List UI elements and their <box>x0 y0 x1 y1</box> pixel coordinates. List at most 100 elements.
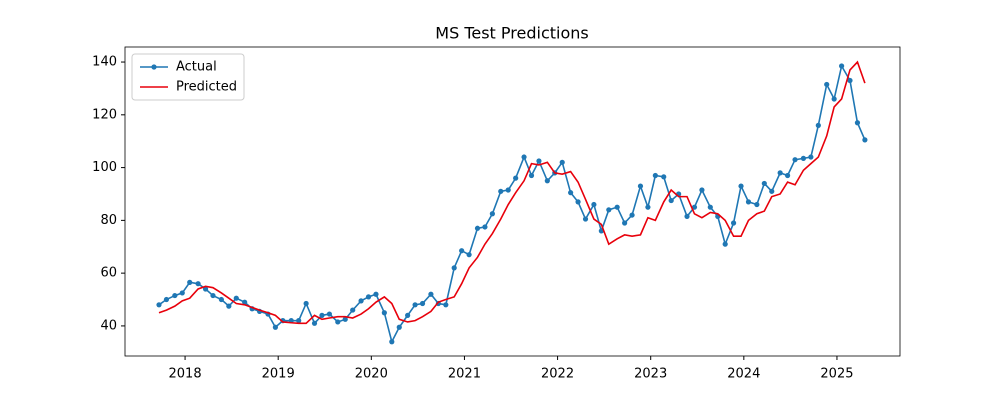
data-point <box>684 213 690 220</box>
plot-frame <box>124 46 901 357</box>
data-point <box>242 299 248 305</box>
chart-title: MS Test Predictions <box>435 24 588 43</box>
data-point <box>311 320 318 326</box>
data-point <box>730 220 737 226</box>
data-point <box>412 302 418 308</box>
data-point <box>815 122 821 128</box>
data-point <box>582 216 589 222</box>
data-point <box>319 312 325 318</box>
data-point <box>784 172 791 179</box>
legend-label: Actual <box>176 60 217 75</box>
data-point <box>761 180 767 187</box>
x-tick-label: 2021 <box>448 367 481 382</box>
data-point <box>326 311 333 317</box>
data-point <box>226 303 232 309</box>
y-tick-label: 40 <box>100 318 117 333</box>
data-point <box>482 224 488 230</box>
data-point <box>745 199 752 205</box>
data-point <box>381 310 387 316</box>
data-point <box>622 220 628 226</box>
y-tick-label: 140 <box>92 55 117 70</box>
data-point <box>489 211 495 217</box>
data-point <box>800 155 807 161</box>
series-line <box>158 60 866 325</box>
data-point <box>722 241 728 247</box>
data-point <box>614 204 620 210</box>
data-point <box>272 324 278 330</box>
data-point <box>808 154 814 160</box>
data-point <box>568 190 574 196</box>
data-point <box>544 178 550 184</box>
data-point <box>350 307 356 313</box>
x-tick-label: 2023 <box>634 367 667 382</box>
data-point <box>691 204 698 210</box>
data-point <box>296 318 302 324</box>
data-point <box>847 77 853 84</box>
data-point <box>405 312 411 318</box>
data-point <box>459 248 465 254</box>
data-point <box>661 174 667 180</box>
data-point <box>637 183 644 189</box>
data-point <box>443 302 449 308</box>
x-tick-label: 2024 <box>727 367 760 382</box>
data-point <box>218 296 224 303</box>
data-point <box>451 265 457 271</box>
legend-label: Predicted <box>176 80 237 95</box>
data-point <box>195 281 201 287</box>
data-point <box>699 187 705 193</box>
data-point <box>606 207 612 213</box>
data-point <box>172 292 178 299</box>
data-point <box>862 137 868 143</box>
data-point <box>645 204 651 210</box>
y-tick-label: 120 <box>92 107 117 122</box>
data-point <box>365 294 372 300</box>
data-point <box>474 225 481 231</box>
data-point <box>591 201 597 208</box>
data-point <box>179 290 185 296</box>
data-point <box>521 154 527 160</box>
y-tick-label: 100 <box>92 160 117 175</box>
data-point <box>303 300 309 307</box>
data-point <box>792 157 798 163</box>
data-point <box>575 199 581 205</box>
data-point <box>202 286 209 292</box>
data-point <box>373 291 379 297</box>
data-point <box>466 252 472 258</box>
data-point <box>652 172 658 179</box>
data-point <box>396 324 402 330</box>
data-point <box>668 197 674 204</box>
data-point <box>233 295 239 301</box>
data-point <box>210 292 216 299</box>
legend-marker <box>151 64 157 70</box>
data-point <box>163 296 170 303</box>
data-point <box>738 183 744 189</box>
data-point <box>629 212 635 218</box>
x-tick-label: 2018 <box>169 367 202 382</box>
data-point <box>754 201 760 208</box>
data-point <box>769 188 775 194</box>
data-point <box>839 63 845 69</box>
data-point <box>389 339 395 345</box>
data-point <box>513 175 519 181</box>
data-point <box>358 298 364 304</box>
data-point <box>831 96 837 102</box>
data-point <box>335 319 341 325</box>
x-tick-label: 2020 <box>355 367 388 382</box>
x-tick-label: 2019 <box>262 367 295 382</box>
data-point <box>428 291 434 297</box>
data-point <box>156 302 162 308</box>
data-point <box>824 81 830 88</box>
data-point <box>498 188 504 194</box>
y-tick-label: 60 <box>100 266 117 281</box>
data-point <box>854 120 861 126</box>
data-point <box>187 279 193 285</box>
data-point <box>777 170 783 176</box>
x-tick-label: 2025 <box>820 367 853 382</box>
data-point <box>342 316 348 322</box>
data-point <box>536 158 542 164</box>
legend-box <box>131 53 245 101</box>
data-point <box>559 159 565 165</box>
x-tick-label: 2022 <box>541 367 574 382</box>
